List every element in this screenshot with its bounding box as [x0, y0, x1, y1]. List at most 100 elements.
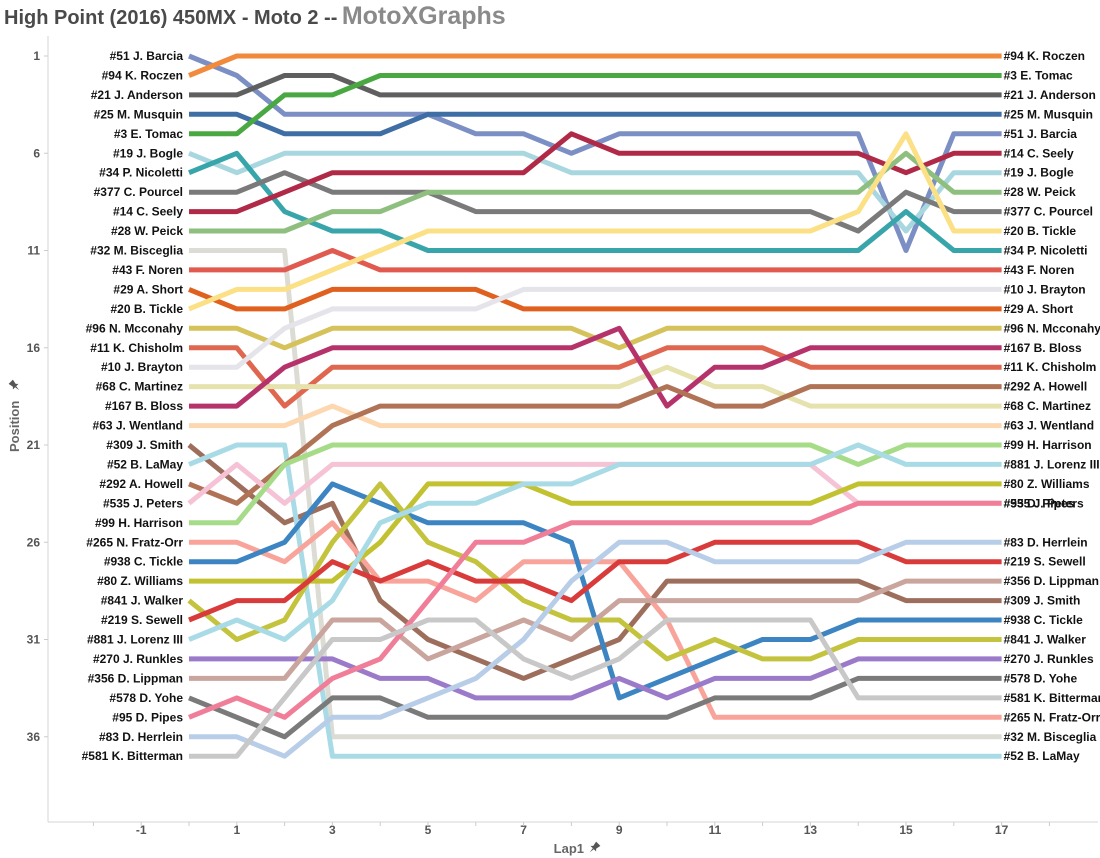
rider-line[interactable]	[189, 170, 1002, 234]
start-position-label: #94 K. Roczen	[102, 68, 183, 82]
rider-line[interactable]	[189, 325, 1002, 409]
rider-line[interactable]	[189, 73, 1002, 137]
axes	[47, 36, 1098, 823]
y-tick-label: 11	[27, 244, 40, 258]
end-position-label: #938 C. Tickle	[1004, 613, 1083, 627]
end-position-label: #3 E. Tomac	[1004, 68, 1073, 82]
x-axis-pin-icon[interactable]	[587, 841, 601, 855]
rider-line[interactable]	[188, 131, 1002, 312]
start-position-label: #68 C. Martinez	[96, 380, 183, 394]
end-position-label: #841 J. Walker	[1004, 633, 1087, 647]
x-tick-label: 5	[425, 823, 432, 837]
x-tick-label: 11	[708, 823, 721, 837]
rider-line[interactable]	[187, 443, 1002, 681]
x-axis-title[interactable]: Lap1	[554, 841, 601, 856]
rider-line[interactable]	[189, 111, 1002, 137]
x-tick-label: 9	[616, 823, 623, 837]
rider-line[interactable]	[189, 403, 1002, 429]
end-position-label: #10 J. Brayton	[1004, 282, 1086, 296]
x-tick-label: 13	[804, 823, 818, 837]
start-position-label: #292 A. Howell	[99, 477, 183, 491]
start-position-label: #10 J. Brayton	[101, 360, 183, 374]
x-tick-label: 1	[233, 823, 240, 837]
start-position-label: #356 D. Lippman	[88, 671, 183, 685]
end-position-label: #356 D. Lippman	[1004, 574, 1099, 588]
end-position-label: #167 B. Bloss	[1004, 341, 1082, 355]
end-position-label: #29 A. Short	[1004, 302, 1074, 316]
x-tick-label: 15	[899, 823, 913, 837]
rider-line[interactable]	[188, 500, 1002, 720]
end-position-label: #270 J. Runkles	[1004, 652, 1094, 666]
end-position-label: #83 D. Herrlein	[1004, 535, 1088, 549]
rider-line[interactable]	[189, 248, 1002, 740]
rider-line[interactable]	[188, 286, 1002, 312]
rider-line[interactable]	[189, 131, 1002, 215]
rider-line[interactable]	[189, 345, 1002, 409]
rider-line[interactable]	[188, 150, 1002, 253]
rider-line[interactable]	[188, 53, 1002, 78]
rider-line[interactable]	[188, 442, 1002, 642]
end-position-label: #11 K. Chisholm	[1004, 360, 1097, 374]
y-tick-label: 21	[27, 438, 41, 452]
rider-line[interactable]	[189, 150, 1002, 234]
end-position-label: #881 J. Lorenz III	[1004, 457, 1100, 471]
series-lines	[187, 53, 1002, 759]
end-position-label: #80 Z. Williams	[1004, 477, 1090, 491]
x-tick-label: 3	[329, 823, 336, 837]
rider-line[interactable]	[189, 248, 1002, 273]
start-position-label: #581 K. Bitterman	[82, 749, 183, 763]
start-position-label: #21 J. Anderson	[91, 88, 183, 102]
start-position-label: #63 J. Wentland	[93, 419, 183, 433]
end-position-label: #219 S. Sewell	[1004, 555, 1086, 569]
rider-line[interactable]	[189, 481, 1002, 584]
end-position-label: #43 F. Noren	[1004, 263, 1075, 277]
rider-line[interactable]	[189, 539, 1002, 759]
end-position-label: #63 J. Wentland	[1004, 419, 1094, 433]
start-position-label: #32 M. Bisceglia	[90, 244, 183, 258]
rider-line[interactable]	[188, 384, 1002, 506]
end-position-label: #20 B. Tickle	[1004, 224, 1077, 238]
y-tick-label: 36	[27, 730, 41, 744]
rider-line[interactable]	[189, 286, 1002, 370]
end-position-label: #14 C. Seely	[1004, 146, 1074, 160]
end-position-label: #28 W. Peick	[1004, 185, 1076, 199]
end-position-label: #535 J. Peters	[1004, 496, 1084, 510]
y-axis-title[interactable]: Position	[7, 379, 22, 452]
rider-line[interactable]	[189, 442, 1002, 526]
start-position-label: #51 J. Barcia	[110, 49, 184, 63]
end-position-label: #578 D. Yohe	[1004, 671, 1078, 685]
start-position-label: #270 J. Runkles	[93, 652, 183, 666]
y-axis-label: Position	[7, 401, 22, 452]
rider-line[interactable]	[189, 617, 1002, 759]
end-position-label: #68 C. Martinez	[1004, 399, 1091, 413]
rider-line[interactable]	[188, 539, 1002, 623]
start-position-label: #52 B. LaMay	[107, 457, 183, 471]
end-position-label: #377 C. Pourcel	[1004, 205, 1093, 219]
rider-line[interactable]	[188, 675, 1002, 740]
end-position-label: #32 M. Bisceglia	[1004, 730, 1097, 744]
start-labels: #51 J. Barcia #94 K. Roczen #21 J. Anderso…	[82, 49, 184, 763]
start-position-label: #265 N. Fratz-Orr	[86, 535, 183, 549]
x-tick-label: -1	[136, 823, 147, 837]
start-position-label: #881 J. Lorenz III	[87, 633, 183, 647]
rider-line[interactable]	[189, 364, 1002, 409]
end-position-label: #51 J. Barcia	[1004, 127, 1078, 141]
start-position-label: #219 S. Sewell	[101, 613, 183, 627]
y-axis-pin-icon[interactable]	[8, 379, 22, 393]
start-position-label: #578 D. Yohe	[109, 691, 183, 705]
end-position-label: #94 K. Roczen	[1004, 49, 1085, 63]
rider-line[interactable]	[189, 73, 1002, 98]
rider-line[interactable]	[189, 656, 1002, 701]
x-axis-label: Lap1	[554, 841, 584, 856]
rider-line[interactable]	[188, 150, 1002, 234]
y-tick-label: 6	[33, 146, 40, 160]
rider-line[interactable]	[189, 578, 1002, 681]
end-position-label: #34 P. Nicoletti	[1004, 244, 1088, 258]
end-labels: #51 J. Barcia #94 K. Roczen #21 J. Anderso…	[1004, 49, 1100, 763]
start-position-label: #3 E. Tomac	[114, 127, 183, 141]
start-position-label: #96 N. Mcconahy	[86, 321, 184, 335]
rider-line[interactable]	[188, 442, 1002, 759]
start-position-label: #377 C. Pourcel	[94, 185, 183, 199]
